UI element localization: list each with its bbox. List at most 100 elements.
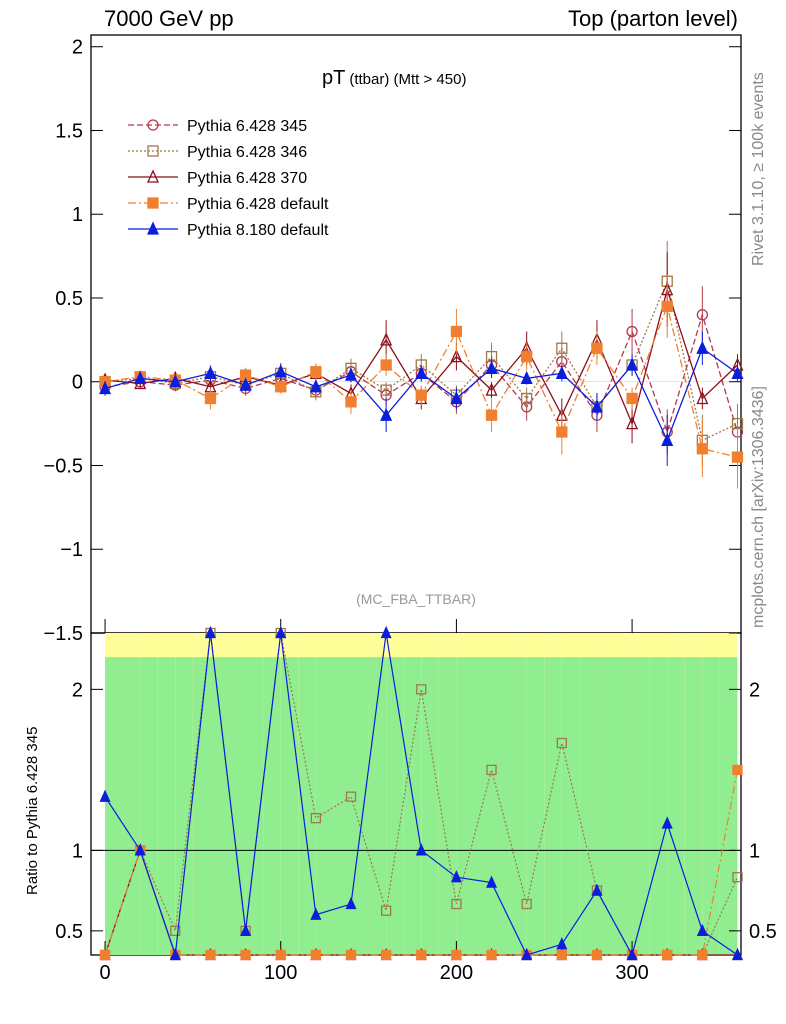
ratio-band-inner <box>684 657 703 955</box>
header-left: 7000 GeV pp <box>104 6 234 31</box>
ratio-band-inner <box>333 657 351 955</box>
data-point <box>696 340 709 354</box>
legend-marker <box>146 221 160 235</box>
ratio-point <box>310 907 322 920</box>
data-point <box>415 389 427 401</box>
data-point <box>380 407 393 421</box>
data-point <box>309 379 322 393</box>
data-point <box>521 392 533 405</box>
main-y-tick-label: −1 <box>60 539 83 561</box>
ratio-band-inner <box>175 657 193 955</box>
data-point <box>626 392 638 405</box>
ratio-point <box>275 625 287 639</box>
data-point <box>626 325 638 338</box>
ratio-point <box>521 947 533 961</box>
legend-label: Pythia 6.428 default <box>187 196 329 213</box>
ratio-y-tick-label: 0.5 <box>55 921 83 943</box>
data-point <box>661 432 674 447</box>
ratio-band-inner <box>122 657 141 955</box>
legend: Pythia 6.428 345 Pythia 6.428 346 Pythia 6… <box>128 118 329 239</box>
ratio-band-inner <box>456 657 474 955</box>
ratio-band-inner <box>210 657 229 955</box>
ratio-y-tick-label-right: 2 <box>749 679 760 701</box>
ratio-point <box>170 925 181 936</box>
data-point <box>485 409 498 421</box>
ratio-point <box>204 625 216 639</box>
ratio-point <box>486 875 498 888</box>
ratio-y-tick-label: 2 <box>72 679 83 701</box>
header-right: Top (parton level) <box>568 6 738 31</box>
ratio-point <box>556 937 568 950</box>
ratio-point <box>521 898 532 910</box>
ratio-point <box>205 949 216 961</box>
data-point <box>485 360 498 374</box>
ratio-point <box>451 949 462 961</box>
data-point <box>591 342 603 354</box>
ratio-band-inner <box>579 657 597 955</box>
data-point <box>696 309 709 321</box>
data-point <box>415 365 428 380</box>
data-point <box>239 377 252 391</box>
ratio-band-inner <box>544 657 562 955</box>
ratio-band-inner <box>298 657 316 955</box>
ratio-band-inner <box>649 657 668 955</box>
data-point <box>555 365 568 380</box>
data-point <box>696 390 709 405</box>
ratio-point <box>416 949 427 961</box>
x-tick-label: 0 <box>99 962 110 984</box>
ratio-point <box>591 883 603 896</box>
ratio-point <box>662 949 673 961</box>
ratio-point <box>661 816 673 829</box>
analysis-label: (MC_FBA_TTBAR) <box>356 591 476 607</box>
ratio-point <box>380 905 392 916</box>
ratio-band-inner <box>192 657 211 955</box>
ratio-point <box>275 949 286 961</box>
ratio-point <box>99 949 111 961</box>
ratio-band-inner <box>473 657 492 955</box>
ratio-point <box>134 843 146 856</box>
ratio-point <box>240 923 252 936</box>
ratio-point <box>450 870 462 883</box>
data-point <box>521 350 533 363</box>
ratio-band-inner <box>403 657 422 955</box>
ratio-point <box>310 949 322 961</box>
ratio-band-inner <box>263 657 281 955</box>
legend-label: Pythia 8.180 default <box>187 222 329 239</box>
legend-marker <box>147 197 159 209</box>
data-point <box>485 382 498 396</box>
ratio-band-inner <box>421 657 439 955</box>
data-point <box>169 374 182 388</box>
ratio-point <box>415 843 427 856</box>
ratio-band-inner <box>561 657 580 955</box>
data-point <box>556 426 568 438</box>
ratio-point <box>169 947 181 961</box>
ratio-point <box>732 872 743 883</box>
ratio-point <box>310 813 322 824</box>
ratio-point <box>99 789 111 802</box>
data-point <box>731 365 744 380</box>
data-point <box>626 416 639 430</box>
legend-marker <box>147 119 159 131</box>
ratio-point <box>345 791 357 802</box>
data-point <box>450 349 463 363</box>
legend-marker <box>146 169 160 183</box>
data-point <box>696 443 709 455</box>
ratio-band-inner <box>315 657 334 955</box>
ratio-ylabel: Ratio to Pythia 6.428 345 <box>24 727 41 895</box>
main-y-tick-label: 2 <box>72 37 83 59</box>
ratio-point <box>345 896 357 910</box>
data-point <box>204 365 217 380</box>
data-point <box>380 332 393 346</box>
x-tick-label: 100 <box>264 962 297 984</box>
legend-marker <box>147 145 159 157</box>
data-point <box>731 451 744 463</box>
ratio-band-inner <box>245 657 264 955</box>
ratio-point <box>556 949 567 961</box>
ratio-band-inner <box>667 657 685 955</box>
data-point <box>99 380 112 395</box>
ratio-y-tick-label-right: 0.5 <box>749 921 777 943</box>
ratio-point <box>240 949 251 961</box>
data-point <box>556 342 568 354</box>
ratio-band-inner <box>105 657 123 955</box>
